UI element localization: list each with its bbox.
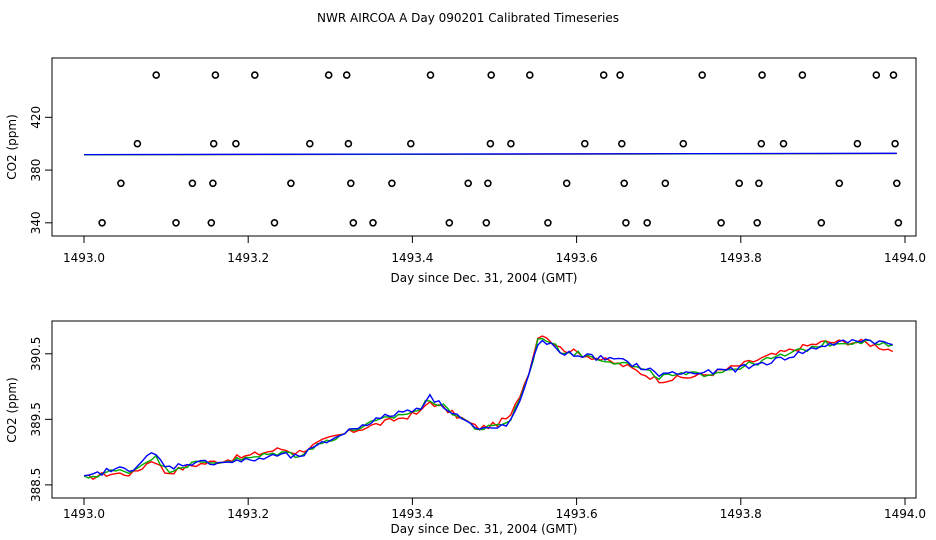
- y-axis-label: CO2 (ppm): [5, 114, 19, 180]
- data-points: [98, 71, 903, 227]
- data-point: [232, 139, 240, 148]
- data-point: [482, 219, 491, 227]
- data-point: [616, 71, 624, 79]
- x-tick-label: 1493.2: [227, 251, 269, 265]
- data-point: [486, 139, 495, 148]
- data-point: [735, 179, 744, 188]
- data-point: [580, 139, 589, 148]
- data-point: [622, 219, 630, 227]
- data-point: [891, 139, 899, 148]
- series-lines: [83, 152, 897, 156]
- data-point: [679, 139, 688, 148]
- series-line: [83, 338, 893, 477]
- data-point: [287, 179, 295, 188]
- data-point: [617, 139, 626, 148]
- y-tick-label: 420: [29, 106, 43, 129]
- x-axis-label: Day since Dec. 31, 2004 (GMT): [391, 271, 578, 285]
- data-point: [487, 71, 496, 79]
- x-tick-label: 1493.4: [391, 251, 433, 265]
- x-tick-label: 1493.2: [227, 507, 269, 521]
- x-tick-label: 1494.0: [884, 507, 926, 521]
- data-point: [544, 219, 552, 227]
- y-axis-label: CO2 (ppm): [5, 377, 19, 443]
- y-tick-label: 388.5: [29, 468, 43, 502]
- data-point: [211, 71, 220, 79]
- plot-frame: [51, 57, 917, 237]
- data-point: [872, 71, 881, 79]
- y-tick-label: 390.5: [29, 337, 43, 371]
- x-tick-label: 1493.8: [720, 507, 762, 521]
- data-point: [755, 179, 763, 188]
- data-point: [209, 179, 217, 188]
- series-lines: [83, 335, 894, 481]
- x-tick-label: 1493.0: [63, 251, 105, 265]
- data-point: [758, 71, 766, 79]
- data-point: [133, 139, 142, 148]
- x-tick-label: 1493.6: [556, 507, 598, 521]
- data-point: [835, 179, 844, 188]
- x-tick-label: 1493.0: [63, 507, 105, 521]
- data-point: [445, 219, 454, 227]
- data-point: [188, 179, 197, 188]
- data-point: [342, 71, 351, 79]
- x-tick-label: 1493.8: [720, 251, 762, 265]
- data-point: [798, 71, 807, 79]
- y-tick-label: 389.5: [29, 402, 43, 436]
- data-point: [853, 139, 862, 148]
- x-tick-label: 1493.6: [556, 251, 598, 265]
- data-point: [152, 71, 160, 79]
- co2-timeseries-panel: 1493.0 1493.2 1493.4 1493.6 1493.8 1494.0 388…: [5, 320, 926, 536]
- figure-title: NWR AIRCOA A Day 090201 Calibrated Times…: [317, 11, 619, 25]
- series-line: [83, 152, 897, 156]
- data-point: [698, 71, 707, 79]
- data-point: [426, 71, 435, 79]
- data-point: [344, 139, 353, 148]
- data-point: [757, 139, 766, 148]
- data-point: [753, 219, 762, 227]
- data-point: [349, 219, 358, 227]
- data-point: [388, 179, 396, 188]
- series-line: [83, 337, 893, 479]
- y-axis: 388.5 389.5 390.5: [29, 337, 53, 502]
- data-point: [270, 219, 279, 227]
- x-tick-label: 1493.4: [391, 507, 433, 521]
- y-tick-label: 340: [29, 211, 43, 234]
- data-point: [209, 139, 218, 148]
- x-tick-label: 1494.0: [884, 251, 926, 265]
- data-point: [889, 71, 898, 79]
- data-point: [661, 179, 670, 188]
- data-point: [892, 179, 901, 188]
- data-point: [779, 139, 788, 148]
- data-point: [305, 139, 314, 148]
- co2-raw-panel: 1493.0 1493.2 1493.4 1493.6 1493.8 1494.0 340…: [5, 57, 926, 285]
- x-axis-label: Day since Dec. 31, 2004 (GMT): [391, 522, 578, 536]
- y-axis: 340 380 420: [29, 106, 53, 234]
- data-point: [599, 71, 608, 79]
- data-point: [117, 179, 125, 188]
- data-point: [207, 219, 216, 227]
- data-point: [251, 71, 259, 79]
- data-point: [369, 219, 377, 227]
- data-point: [562, 179, 571, 188]
- data-point: [643, 219, 652, 227]
- data-point: [817, 219, 826, 227]
- plot-frame: [51, 320, 917, 499]
- data-point: [620, 179, 629, 188]
- y-tick-label: 380: [29, 159, 43, 182]
- data-point: [484, 179, 492, 188]
- x-axis: 1493.0 1493.2 1493.4 1493.6 1493.8 1494.0: [63, 236, 926, 265]
- data-point: [464, 179, 473, 188]
- data-point: [346, 179, 355, 188]
- data-point: [324, 71, 333, 79]
- data-point: [406, 139, 415, 148]
- data-point: [507, 139, 515, 148]
- data-point: [172, 219, 180, 227]
- data-point: [717, 219, 725, 227]
- x-axis: 1493.0 1493.2 1493.4 1493.6 1493.8 1494.0: [63, 498, 926, 521]
- data-point: [894, 219, 903, 227]
- data-point: [525, 71, 534, 79]
- data-point: [98, 219, 106, 227]
- series-line: [83, 335, 894, 481]
